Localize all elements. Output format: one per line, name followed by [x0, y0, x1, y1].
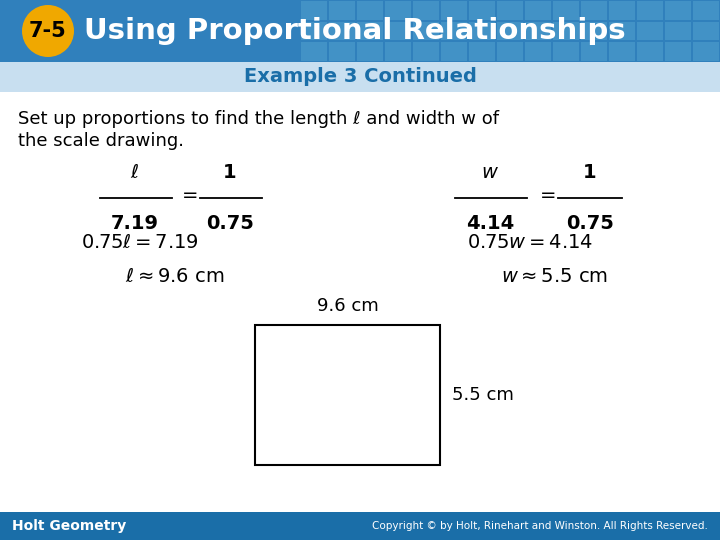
Bar: [469, 22, 495, 40]
Bar: [609, 22, 635, 40]
Bar: [0, 512, 720, 540]
Bar: [385, 42, 411, 61]
Bar: [637, 22, 663, 40]
Circle shape: [22, 5, 74, 57]
Text: $w$: $w$: [481, 163, 499, 182]
Text: 1: 1: [223, 163, 237, 182]
Bar: [609, 42, 635, 61]
Bar: [693, 22, 719, 40]
Text: 9.6 cm: 9.6 cm: [317, 297, 379, 315]
Bar: [693, 1, 719, 19]
Bar: [0, 62, 720, 92]
Bar: [0, 0, 720, 62]
Bar: [329, 22, 355, 40]
Bar: [525, 42, 551, 61]
Text: Copyright © by Holt, Rinehart and Winston. All Rights Reserved.: Copyright © by Holt, Rinehart and Winsto…: [372, 521, 708, 531]
Bar: [553, 1, 579, 19]
Bar: [581, 22, 607, 40]
Bar: [255, 325, 440, 465]
Bar: [441, 42, 467, 61]
Bar: [469, 1, 495, 19]
Text: 7-5: 7-5: [29, 21, 67, 41]
Bar: [329, 42, 355, 61]
Bar: [665, 22, 691, 40]
Bar: [357, 42, 383, 61]
Bar: [413, 1, 439, 19]
Bar: [525, 1, 551, 19]
Bar: [497, 1, 523, 19]
Bar: [357, 1, 383, 19]
Bar: [441, 22, 467, 40]
Bar: [497, 42, 523, 61]
Text: the scale drawing.: the scale drawing.: [18, 132, 184, 150]
Text: $0.75w = 4.14$: $0.75w = 4.14$: [467, 233, 593, 253]
Text: $\ell$: $\ell$: [130, 163, 140, 182]
Bar: [553, 22, 579, 40]
Bar: [301, 22, 327, 40]
Bar: [329, 1, 355, 19]
Bar: [637, 42, 663, 61]
Text: 5.5 cm: 5.5 cm: [452, 386, 514, 404]
Bar: [609, 1, 635, 19]
Bar: [693, 42, 719, 61]
Text: 4.14: 4.14: [466, 214, 514, 233]
Text: =: =: [540, 186, 557, 206]
Bar: [525, 22, 551, 40]
Bar: [385, 1, 411, 19]
Bar: [301, 1, 327, 19]
Bar: [581, 1, 607, 19]
Text: 1: 1: [583, 163, 597, 182]
Bar: [581, 42, 607, 61]
Text: Holt Geometry: Holt Geometry: [12, 519, 126, 533]
Bar: [385, 22, 411, 40]
Text: =: =: [181, 186, 198, 206]
Text: 0.75: 0.75: [566, 214, 614, 233]
Bar: [357, 22, 383, 40]
Text: Using Proportional Relationships: Using Proportional Relationships: [84, 17, 626, 45]
Bar: [301, 42, 327, 61]
Bar: [469, 42, 495, 61]
Text: Example 3 Continued: Example 3 Continued: [243, 68, 477, 86]
Bar: [637, 1, 663, 19]
Text: $w \approx 5.5\ \mathrm{cm}$: $w \approx 5.5\ \mathrm{cm}$: [501, 267, 608, 287]
Bar: [665, 1, 691, 19]
Bar: [413, 42, 439, 61]
Bar: [497, 22, 523, 40]
Bar: [413, 22, 439, 40]
Bar: [441, 1, 467, 19]
Text: Set up proportions to find the length ℓ and width w of: Set up proportions to find the length ℓ …: [18, 110, 499, 128]
Text: 0.75: 0.75: [206, 214, 254, 233]
Text: $0.75\ell = 7.19$: $0.75\ell = 7.19$: [81, 233, 199, 253]
Bar: [553, 42, 579, 61]
Text: 7.19: 7.19: [111, 214, 159, 233]
Bar: [665, 42, 691, 61]
Text: $\ell \approx 9.6\ \mathrm{cm}$: $\ell \approx 9.6\ \mathrm{cm}$: [125, 267, 225, 287]
